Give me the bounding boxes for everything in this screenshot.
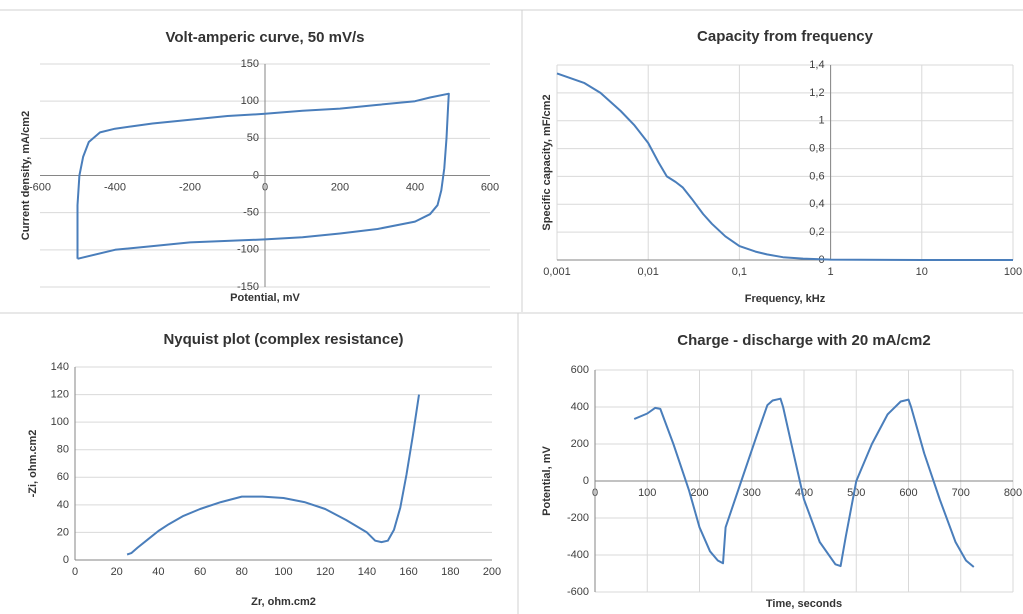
- y-tick-label: 0,2: [809, 226, 824, 238]
- x-tick-label: 40: [152, 566, 164, 578]
- x-axis-title: Time, seconds: [766, 598, 842, 610]
- y-tick-label: 80: [57, 444, 69, 456]
- x-tick-label: 160: [399, 566, 417, 578]
- y-tick-label: 60: [57, 471, 69, 483]
- x-tick-label: 0: [72, 566, 78, 578]
- y-tick-label: 0,8: [809, 142, 824, 154]
- x-tick-label: 600: [481, 181, 499, 193]
- y-axis-title: -Zi, ohm.cm2: [27, 430, 39, 498]
- y-tick-label: -100: [237, 244, 259, 256]
- x-tick-label: 600: [899, 487, 917, 499]
- x-tick-label: 100: [1004, 266, 1022, 278]
- y-tick-label: 150: [241, 58, 259, 70]
- x-axis-title: Frequency, kHz: [745, 293, 826, 305]
- x-tick-label: 400: [406, 181, 424, 193]
- x-tick-label: -200: [179, 181, 201, 193]
- chart-title: Nyquist plot (complex resistance): [163, 331, 403, 348]
- data-line: [633, 397, 975, 568]
- x-tick-label: 200: [331, 181, 349, 193]
- x-tick-label: 80: [236, 566, 248, 578]
- data-line: [556, 72, 1013, 261]
- y-tick-label: 1,4: [809, 59, 824, 71]
- y-tick-label: 0,4: [809, 198, 824, 210]
- y-tick-label: 0,6: [809, 170, 824, 182]
- y-tick-label: 140: [51, 361, 69, 373]
- x-tick-label: 100: [638, 487, 656, 499]
- x-tick-label: -400: [104, 181, 126, 193]
- y-tick-label: 20: [57, 526, 69, 538]
- x-axis-title: Zr, ohm.cm2: [251, 596, 316, 608]
- chart-title: Capacity from frequency: [697, 28, 874, 45]
- x-tick-label: 500: [847, 487, 865, 499]
- x-tick-label: 20: [111, 566, 123, 578]
- y-tick-label: 50: [247, 132, 259, 144]
- y-tick-label: -150: [237, 281, 259, 293]
- y-tick-label: -200: [567, 512, 589, 524]
- y-tick-label: -50: [243, 207, 259, 219]
- x-tick-label: 400: [795, 487, 813, 499]
- x-tick-label: 300: [743, 487, 761, 499]
- x-tick-label: 100: [274, 566, 292, 578]
- x-tick-label: 10: [916, 266, 928, 278]
- x-tick-label: 200: [690, 487, 708, 499]
- x-tick-label: 0,01: [637, 266, 658, 278]
- data-line: [76, 92, 450, 260]
- y-axis-title: Potential, mV: [541, 446, 553, 516]
- data-line: [126, 394, 420, 556]
- y-axis-title: Current density, mA/cm2: [20, 111, 32, 240]
- y-tick-label: 0: [63, 554, 69, 566]
- y-tick-label: 0: [583, 475, 589, 487]
- y-tick-label: 100: [51, 416, 69, 428]
- x-tick-label: 0,001: [543, 266, 571, 278]
- x-tick-label: 120: [316, 566, 334, 578]
- x-tick-label: 180: [441, 566, 459, 578]
- y-tick-label: -400: [567, 549, 589, 561]
- x-tick-label: 140: [358, 566, 376, 578]
- x-tick-label: -600: [29, 181, 51, 193]
- y-tick-label: 600: [571, 364, 589, 376]
- y-tick-label: 120: [51, 388, 69, 400]
- y-tick-label: 1: [818, 115, 824, 127]
- x-tick-label: 1: [828, 266, 834, 278]
- x-axis-title: Potential, mV: [230, 292, 300, 304]
- y-tick-label: 40: [57, 499, 69, 511]
- y-axis-title: Specific capacity, mF/cm2: [541, 94, 553, 230]
- y-tick-label: 400: [571, 401, 589, 413]
- y-tick-label: 1,2: [809, 87, 824, 99]
- x-tick-label: 200: [483, 566, 501, 578]
- chart-title: Charge - discharge with 20 mA/cm2: [677, 332, 930, 349]
- y-tick-label: 200: [571, 438, 589, 450]
- y-tick-label: 100: [241, 95, 259, 107]
- x-tick-label: 60: [194, 566, 206, 578]
- chart-title: Volt-amperic curve, 50 mV/s: [166, 29, 365, 46]
- x-tick-label: 800: [1004, 487, 1022, 499]
- x-tick-label: 700: [952, 487, 970, 499]
- x-tick-label: 0,1: [732, 266, 747, 278]
- y-tick-label: -600: [567, 586, 589, 598]
